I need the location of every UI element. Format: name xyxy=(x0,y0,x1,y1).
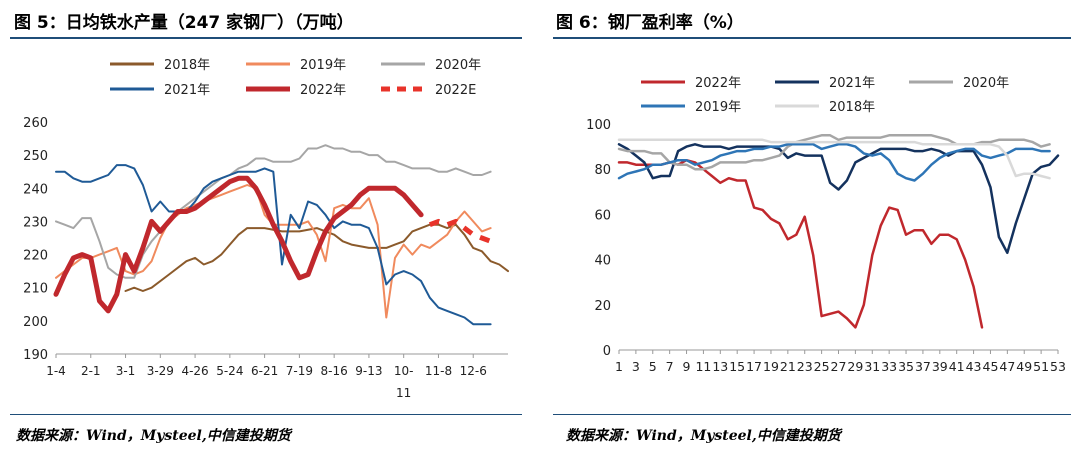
y-tick-label: 220 xyxy=(23,249,48,264)
legend-label: 2021年 xyxy=(164,83,210,98)
x-tick-label: 35 xyxy=(898,359,914,374)
legend-label: 2022E xyxy=(435,83,476,98)
series-line-2019年 xyxy=(55,184,492,319)
y-tick-label: 240 xyxy=(23,182,48,197)
x-tick-label: 2-1 xyxy=(81,364,101,378)
x-tick-label: 6-21 xyxy=(251,364,278,378)
series-line-2020年 xyxy=(55,144,492,279)
series-line-2021年 xyxy=(617,143,1060,255)
x-tick-label: 1-4 xyxy=(46,364,66,378)
legend-label: 2021年 xyxy=(829,76,875,91)
right-source-rule xyxy=(553,414,1071,415)
legend-label: 2022年 xyxy=(695,76,741,91)
x-tick-label: 53 xyxy=(1050,359,1066,374)
left-chart: 190 200 210 220 230 240 250 260 1-4 2-1 3-1 3-29 4-2… xyxy=(23,58,509,400)
series-line-2019年 xyxy=(617,143,1051,182)
legend-label: 2018年 xyxy=(164,58,210,73)
y-tick-label: 260 xyxy=(23,116,48,131)
x-tick-label: 23 xyxy=(797,359,813,374)
x-tick-label: 19 xyxy=(763,359,779,374)
y-tick-label: 100 xyxy=(586,118,611,133)
series-line-2018年 xyxy=(124,223,509,292)
y-tick-label: 20 xyxy=(594,299,611,314)
right-chart-title: 图 6：钢厂盈利率（%） xyxy=(556,13,744,33)
x-tick-label: 41 xyxy=(949,359,965,374)
x-tick-label: 12-6 xyxy=(460,364,487,378)
x-tick-label: 25 xyxy=(814,359,830,374)
x-tick-label: 47 xyxy=(999,359,1015,374)
x-tick-label: 33 xyxy=(881,359,897,374)
x-tick-label: 8-16 xyxy=(321,364,348,378)
x-tick-label: 45 xyxy=(983,359,999,374)
x-tick-label: 3 xyxy=(632,359,640,374)
x-tick-label: 1 xyxy=(615,359,623,374)
x-tick-label: 17 xyxy=(746,359,762,374)
y-tick-label: 60 xyxy=(594,208,611,223)
series-line-2022年 xyxy=(617,158,984,329)
legend-label: 2022年 xyxy=(300,83,346,98)
x-tick-label: 9-13 xyxy=(355,364,382,378)
right-title-rule xyxy=(553,37,1071,39)
x-tick-label: 15 xyxy=(729,359,745,374)
y-tick-label: 0 xyxy=(603,344,611,359)
x-tick-label: 10- xyxy=(394,364,414,378)
x-tick-label: 7-19 xyxy=(286,364,313,378)
x-tick-label: 29 xyxy=(847,359,863,374)
x-tick-label: 3-1 xyxy=(116,364,136,378)
x-tick-label: 27 xyxy=(831,359,847,374)
legend-label: 2018年 xyxy=(829,100,875,115)
y-tick-label: 250 xyxy=(23,149,48,164)
series-line-2021年 xyxy=(55,164,492,326)
series-line-2022E xyxy=(428,218,492,244)
left-source-text: 数据来源：Wind，Mysteel,中信建投期货 xyxy=(16,428,291,444)
x-tick-label: 11 xyxy=(396,386,411,400)
left-chart-title: 图 5：日均铁水产量（247 家钢厂）（万吨） xyxy=(14,13,354,33)
x-tick-label: 43 xyxy=(966,359,982,374)
x-tick-label: 31 xyxy=(864,359,880,374)
x-tick-label: 39 xyxy=(932,359,948,374)
legend-label: 2020年 xyxy=(435,58,481,73)
x-tick-label: 9 xyxy=(683,359,691,374)
left-source-rule xyxy=(10,414,522,415)
x-tick-label: 37 xyxy=(915,359,931,374)
series-line-2022年 xyxy=(53,175,424,314)
x-tick-label: 11 xyxy=(695,359,711,374)
x-tick-label: 5 xyxy=(649,359,657,374)
legend-label: 2020年 xyxy=(963,76,1009,91)
x-tick-label: 13 xyxy=(712,359,728,374)
x-tick-label: 21 xyxy=(780,359,796,374)
right-source-text: 数据来源：Wind，Mysteel,中信建投期货 xyxy=(566,428,841,444)
left-title-rule xyxy=(10,37,522,39)
x-tick-label: 11-8 xyxy=(425,364,452,378)
legend-label: 2019年 xyxy=(300,58,346,73)
x-tick-label: 51 xyxy=(1033,359,1049,374)
x-tick-label: 5-24 xyxy=(216,364,243,378)
y-tick-label: 230 xyxy=(23,215,48,230)
y-tick-label: 200 xyxy=(23,315,48,330)
y-tick-label: 80 xyxy=(594,163,611,178)
x-tick-label: 4-26 xyxy=(181,364,208,378)
legend-label: 2019年 xyxy=(695,100,741,115)
y-tick-label: 40 xyxy=(594,254,611,269)
y-tick-label: 190 xyxy=(23,348,48,363)
y-tick-label: 210 xyxy=(23,282,48,297)
x-tick-label: 3-29 xyxy=(147,364,174,378)
x-tick-label: 7 xyxy=(666,359,674,374)
x-tick-label: 49 xyxy=(1016,359,1032,374)
series-line-2018年 xyxy=(617,138,1051,180)
